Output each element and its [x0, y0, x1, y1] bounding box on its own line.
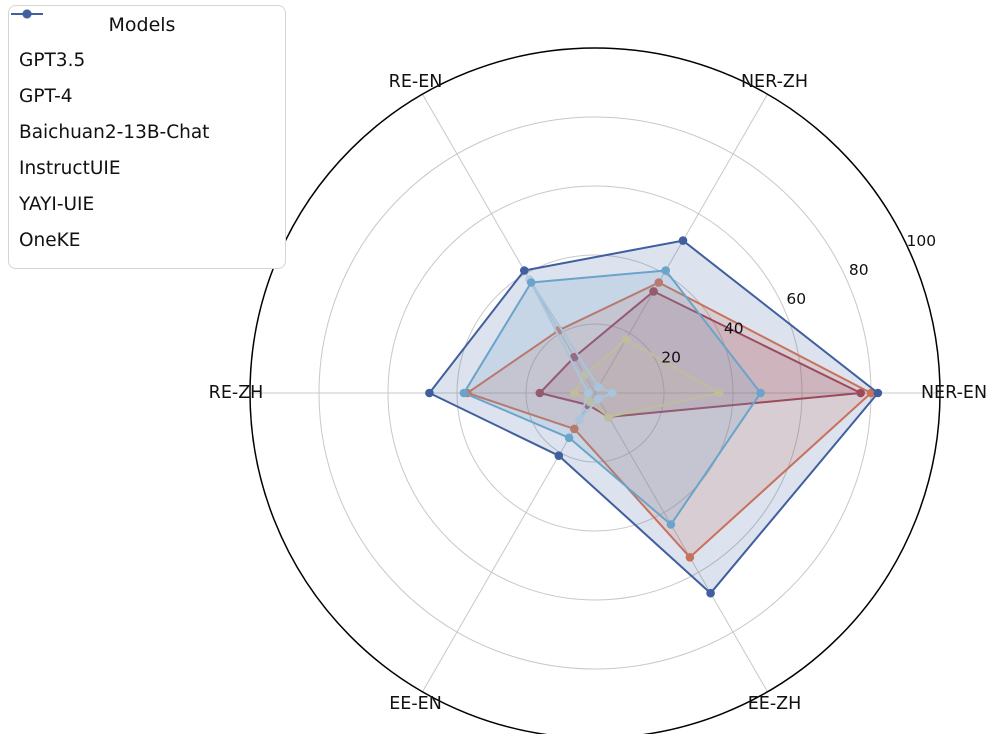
- polar-spoke: [422, 392, 596, 693]
- legend-item-GPT3.5: GPT3.5: [11, 9, 265, 78]
- series-marker-Baichuan2-13B-Chat: [585, 397, 595, 407]
- polar-outer-circle: [249, 47, 941, 734]
- series-marker-YAYI-UIE: [666, 520, 676, 529]
- legend-label: GPT3.5: [19, 49, 86, 71]
- legend-label: GPT-4: [19, 85, 73, 107]
- axis-label-RE-EN: RE-EN: [389, 72, 443, 92]
- series-marker-YAYI-UIE: [564, 433, 574, 443]
- radial-tick-label: 80: [849, 261, 869, 279]
- axis-label-EE-ZH: EE-ZH: [748, 694, 802, 714]
- radial-tick-label: 60: [786, 290, 806, 308]
- series-marker-GPT-4: [570, 424, 579, 434]
- series-marker-GPT3.5: [649, 287, 658, 296]
- series-marker-Baichuan2-13B-Chat: [570, 388, 579, 398]
- polar-spoke: [594, 392, 768, 693]
- series-marker-OneKE: [678, 236, 688, 245]
- series-marker-OneKE: [873, 388, 883, 398]
- series-marker-OneKE: [520, 266, 529, 275]
- series-marker-Baichuan2-13B-Chat: [604, 412, 614, 422]
- polar-grid-ring: [456, 254, 734, 532]
- series-marker-GPT-4: [685, 553, 695, 562]
- legend-label: OneKE: [19, 229, 81, 251]
- series-marker-OneKE: [706, 588, 715, 598]
- series-polygon-OneKE: [428, 239, 879, 595]
- polar-grid-ring: [525, 323, 665, 463]
- series-marker-InstructUIE: [608, 388, 617, 398]
- axis-label-RE-ZH: RE-ZH: [209, 383, 264, 403]
- series-marker-Baichuan2-13B-Chat: [621, 334, 631, 344]
- legend-label: Baichuan2-13B-Chat: [19, 121, 210, 143]
- series-marker-InstructUIE: [594, 382, 603, 392]
- series-marker-InstructUIE: [575, 415, 584, 425]
- series-marker-GPT3.5: [570, 352, 579, 362]
- radial-tick-label: 20: [661, 349, 681, 367]
- legend-title: Models: [108, 14, 176, 36]
- series-marker-Baichuan2-13B-Chat: [714, 388, 724, 398]
- legend-label: YAYI-UIE: [19, 193, 95, 215]
- series-marker-InstructUIE: [583, 388, 593, 398]
- series-marker-GPT3.5: [535, 388, 545, 398]
- legend: Models GPT3.5 GPT-4 Baichuan2-13B-Chat Inst…: [8, 5, 286, 269]
- legend-items: GPT3.5 GPT-4 Baichuan2-13B-Chat InstructUIE…: [11, 9, 265, 258]
- legend-item-InstructUIE: InstructUIE: [11, 9, 265, 186]
- radial-tick-label: 40: [724, 319, 744, 337]
- legend-item-GPT-4: GPT-4: [11, 9, 265, 114]
- series-marker-OneKE: [554, 451, 564, 461]
- series-marker-GPT-4: [654, 278, 664, 287]
- legend-item-OneKE: OneKE: [11, 9, 265, 258]
- axis-label-EE-EN: EE-EN: [389, 694, 442, 714]
- axis-label-NER-ZH: NER-ZH: [741, 72, 808, 92]
- series-marker-YAYI-UIE: [756, 388, 765, 398]
- axis-label-NER-EN: NER-EN: [921, 383, 987, 403]
- series-marker-GPT3.5: [856, 388, 865, 398]
- series-marker-YAYI-UIE: [459, 388, 469, 398]
- legend-label: InstructUIE: [19, 157, 121, 179]
- series-marker-GPT-4: [866, 388, 876, 398]
- polar-grid-ring: [387, 185, 803, 601]
- series-marker-Baichuan2-13B-Chat: [580, 370, 589, 380]
- series-marker-YAYI-UIE: [526, 278, 536, 287]
- radial-tick-label: 100: [907, 232, 937, 250]
- legend-item-Baichuan2-13B-Chat: Baichuan2-13B-Chat: [11, 9, 265, 150]
- series-marker-InstructUIE: [594, 394, 603, 404]
- series-marker-OneKE: [425, 388, 434, 398]
- series-marker-YAYI-UIE: [661, 266, 670, 275]
- legend-item-YAYI-UIE: YAYI-UIE: [11, 9, 265, 222]
- polar-spoke: [422, 93, 596, 394]
- legend-marker-icon: [11, 9, 43, 19]
